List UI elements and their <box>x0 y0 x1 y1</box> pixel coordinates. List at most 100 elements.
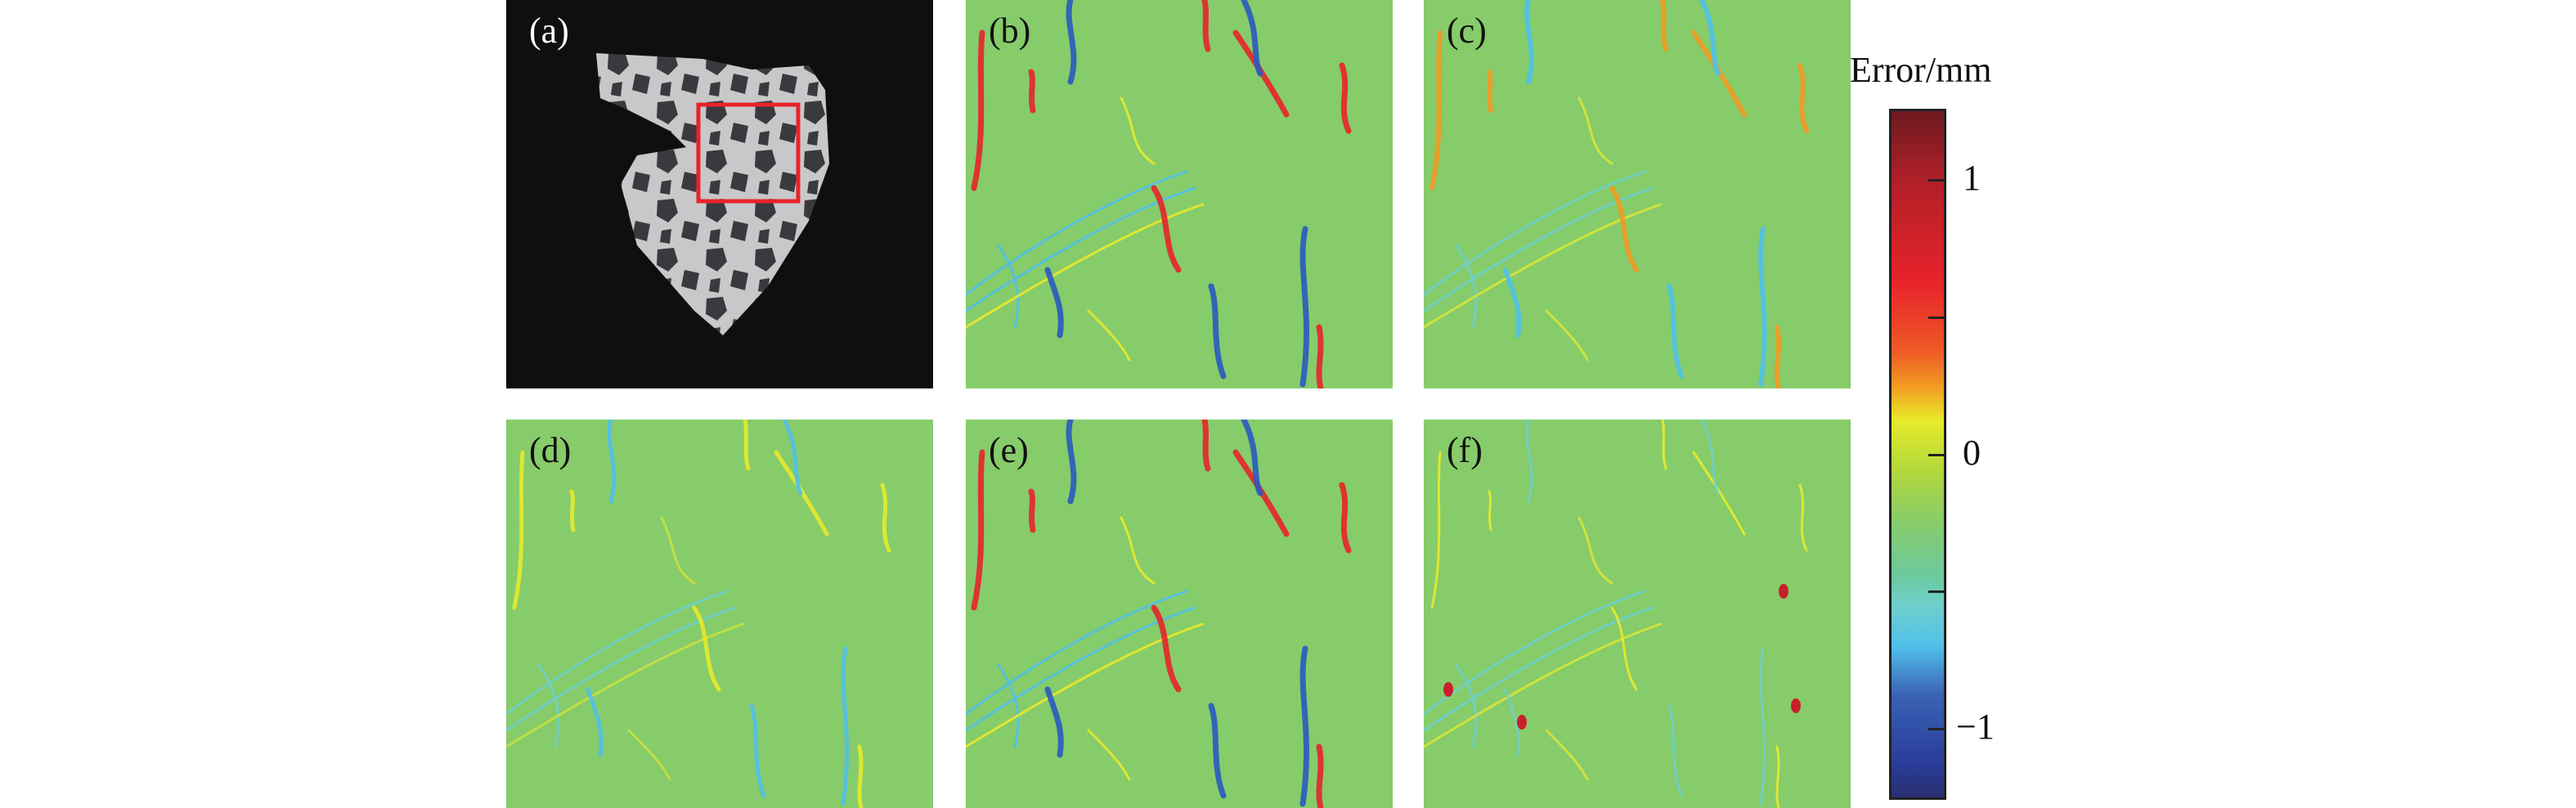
panel-d: (d) <box>506 420 933 808</box>
error-map <box>966 420 1393 808</box>
error-streak <box>506 606 737 732</box>
panel-label: (f) <box>1447 430 1483 470</box>
error-streak <box>749 703 766 798</box>
error-streak <box>966 622 1205 748</box>
error-streak <box>1299 226 1310 388</box>
panel-label: (b) <box>989 11 1031 51</box>
error-streak <box>1545 309 1589 361</box>
error-streak <box>997 663 1020 748</box>
error-streak <box>1120 516 1156 585</box>
panel-e: (e) <box>966 420 1393 808</box>
error-streak <box>971 449 985 611</box>
error-streak <box>1487 70 1493 113</box>
error-streak <box>1241 0 1263 77</box>
error-streak <box>1120 97 1156 165</box>
error-streak <box>569 489 576 532</box>
error-streak <box>1577 97 1613 165</box>
panel-a: (a) <box>506 0 933 388</box>
panel-label: (d) <box>529 430 572 470</box>
error-streak <box>1667 704 1683 797</box>
error-streak <box>1667 284 1684 379</box>
error-streak <box>971 29 985 191</box>
error-spot <box>1779 584 1788 599</box>
error-streak <box>1798 483 1808 552</box>
error-streak <box>1241 420 1263 496</box>
error-streak <box>1208 703 1227 799</box>
error-streak <box>1525 420 1533 503</box>
error-streak <box>841 646 850 806</box>
error-streak <box>1424 186 1654 312</box>
roi-box <box>696 102 801 204</box>
error-streak <box>1661 420 1667 470</box>
panel-f: (f) <box>1424 420 1851 808</box>
error-streak <box>1208 283 1227 379</box>
error-streak <box>1429 30 1443 191</box>
error-streak <box>1609 186 1639 272</box>
error-streak <box>966 170 1188 296</box>
error-streak <box>966 606 1196 732</box>
error-spot <box>1791 698 1801 713</box>
colorbar-tick-label: 1 <box>1963 157 1981 198</box>
error-streak <box>1759 647 1766 806</box>
error-streak <box>512 450 525 610</box>
error-streak <box>1692 451 1746 536</box>
error-streak <box>1424 622 1663 748</box>
panel-b: (b) <box>966 0 1393 388</box>
error-streak <box>966 186 1196 312</box>
panel-label: (a) <box>529 11 569 51</box>
error-streak <box>1316 324 1324 388</box>
panel-label: (c) <box>1447 11 1487 51</box>
colorbar-title: Error/mm <box>1850 50 1992 90</box>
error-streak <box>1087 309 1131 361</box>
error-map <box>1424 0 1851 388</box>
error-streak <box>1424 203 1663 329</box>
error-streak <box>1201 420 1211 472</box>
error-streak <box>1700 420 1720 495</box>
error-streak <box>586 687 604 757</box>
error-streak <box>607 420 617 504</box>
colorbar-tick-label: 0 <box>1963 432 1981 473</box>
error-streak <box>1424 606 1654 732</box>
error-streak <box>1044 267 1064 339</box>
error-streak <box>997 244 1020 329</box>
error-streak <box>627 729 671 781</box>
error-streak <box>1151 604 1182 693</box>
colorbar-tick <box>1928 178 1945 182</box>
error-streak <box>1504 688 1520 756</box>
error-streak <box>1339 62 1352 134</box>
speckle-image <box>596 53 829 335</box>
error-streak <box>692 605 721 692</box>
error-streak <box>1066 420 1077 505</box>
error-streak <box>1775 325 1781 388</box>
error-map <box>506 420 933 808</box>
error-streak <box>1797 63 1809 133</box>
error-streak <box>1610 606 1638 691</box>
error-streak <box>1339 482 1352 554</box>
error-streak <box>660 516 696 585</box>
error-streak <box>1545 729 1589 781</box>
error-streak <box>1577 516 1613 585</box>
error-streak <box>1455 244 1478 329</box>
colorbar-tick <box>1928 590 1945 594</box>
error-streak <box>966 590 1188 716</box>
error-spot <box>1517 715 1527 729</box>
error-streak <box>1028 69 1036 114</box>
error-streak <box>1488 490 1492 532</box>
error-streak <box>743 420 751 471</box>
error-streak <box>1660 0 1668 52</box>
error-streak <box>537 663 560 748</box>
error-streak <box>1524 0 1534 84</box>
error-streak <box>1699 0 1721 76</box>
error-map <box>1424 420 1851 808</box>
error-streak <box>1087 729 1131 781</box>
error-streak <box>1044 686 1064 758</box>
error-streak <box>857 744 864 808</box>
colorbar-tick <box>1928 728 1945 731</box>
error-streak <box>1028 488 1036 533</box>
colorbar-tick <box>1928 316 1945 319</box>
error-streak <box>782 420 803 496</box>
error-streak <box>1455 663 1478 748</box>
error-streak <box>966 203 1205 329</box>
panel-c: (c) <box>1424 0 1851 388</box>
error-streak <box>1758 227 1767 387</box>
